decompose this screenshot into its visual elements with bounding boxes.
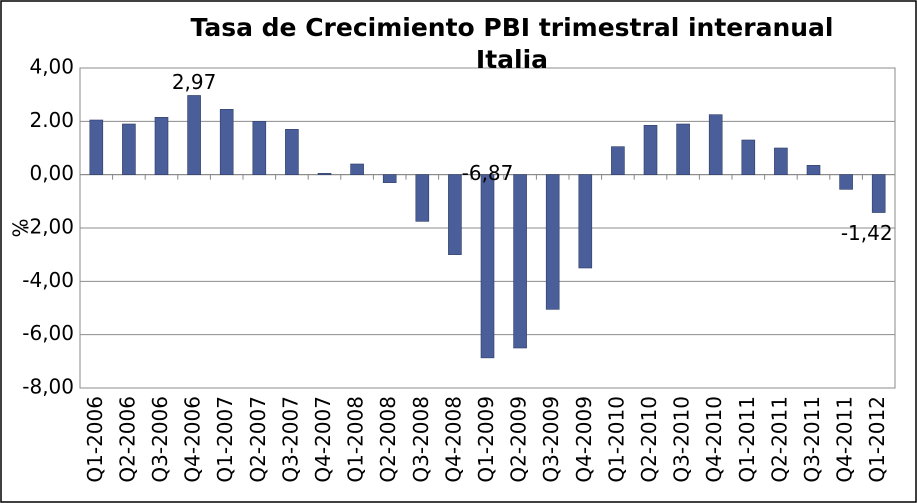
x-tick-label: Q3-2011 bbox=[800, 396, 824, 483]
x-tick-label: Q4-2006 bbox=[181, 396, 205, 483]
x-tick-label: Q4-2007 bbox=[311, 396, 335, 483]
bar bbox=[513, 174, 527, 349]
bar bbox=[545, 174, 560, 310]
bar bbox=[676, 123, 690, 175]
bar bbox=[285, 129, 299, 175]
x-tick-label: Q4-2010 bbox=[702, 396, 726, 483]
bar bbox=[774, 147, 788, 175]
y-tick-label: 0,00 bbox=[29, 161, 74, 185]
x-tick-label: Q3-2010 bbox=[670, 396, 694, 483]
y-tick-label: -8,00 bbox=[22, 375, 74, 399]
bar bbox=[806, 165, 821, 175]
bar bbox=[708, 114, 723, 175]
x-tick-label: Q4-2009 bbox=[572, 396, 596, 483]
chart-title: Tasa de Crecimiento PBI trimestral inter… bbox=[190, 13, 834, 74]
bar bbox=[154, 117, 169, 175]
bar bbox=[611, 146, 625, 175]
bar bbox=[219, 109, 234, 175]
bar bbox=[415, 174, 430, 222]
bar bbox=[643, 125, 658, 175]
data-label: -6,87 bbox=[462, 161, 514, 185]
x-tick-label: Q2-2006 bbox=[115, 396, 139, 483]
x-tick-label: Q2-2011 bbox=[767, 396, 791, 483]
x-tick-label: Q1-2009 bbox=[474, 396, 498, 483]
data-label: -1,42 bbox=[841, 221, 893, 245]
x-tick-label: Q1-2007 bbox=[213, 396, 237, 483]
x-tick-label: Q2-2009 bbox=[507, 396, 531, 483]
bar bbox=[89, 119, 104, 175]
y-tick-label: -4,00 bbox=[22, 268, 74, 292]
bar bbox=[317, 173, 332, 175]
y-axis-label: % bbox=[9, 218, 33, 237]
x-tick-label: Q1-2010 bbox=[604, 396, 628, 483]
x-tick-label: Q1-2008 bbox=[344, 396, 368, 483]
bar bbox=[578, 174, 593, 269]
x-tick-label: Q2-2007 bbox=[246, 396, 270, 483]
bar bbox=[350, 163, 364, 175]
bar bbox=[122, 123, 136, 175]
bar bbox=[839, 174, 853, 190]
bar bbox=[252, 121, 267, 175]
bar bbox=[480, 174, 495, 359]
x-tick-label: Q3-2006 bbox=[148, 396, 172, 483]
x-tick-label: Q3-2008 bbox=[409, 396, 433, 483]
bar bbox=[871, 174, 886, 213]
y-tick-label: -6,00 bbox=[22, 321, 74, 345]
x-tick-label: Q2-2008 bbox=[376, 396, 400, 483]
x-tick-label: Q1-2012 bbox=[865, 396, 889, 483]
bar bbox=[187, 95, 201, 175]
data-label: 2,97 bbox=[172, 70, 217, 94]
bar bbox=[448, 174, 462, 255]
x-tick-label: Q1-2006 bbox=[83, 396, 107, 483]
x-tick-label: Q2-2010 bbox=[637, 396, 661, 483]
x-tick-label: Q3-2007 bbox=[278, 396, 302, 483]
y-tick-label: 2.00 bbox=[29, 108, 74, 132]
y-tick-label: -2,00 bbox=[22, 215, 74, 239]
bar bbox=[741, 139, 756, 175]
x-tick-label: Q1-2011 bbox=[735, 396, 759, 483]
y-tick-label: 4,00 bbox=[29, 55, 74, 79]
bar bbox=[382, 174, 397, 183]
x-tick-label: Q3-2009 bbox=[539, 396, 563, 483]
x-tick-label: Q4-2008 bbox=[441, 396, 465, 483]
x-tick-label: Q4-2011 bbox=[833, 396, 857, 483]
